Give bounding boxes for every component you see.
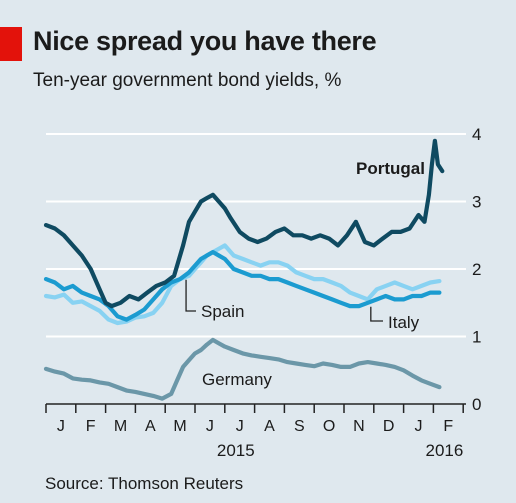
y-tick-label-0: 0	[472, 395, 481, 414]
x-year-label-2016: 2016	[425, 441, 463, 460]
y-tick-label-3: 3	[472, 193, 481, 212]
x-tick-label-4: M	[173, 418, 186, 435]
x-tick-label-3: A	[145, 418, 156, 435]
chart-subtitle: Ten-year government bond yields, %	[33, 70, 342, 91]
leader-line-italy	[370, 306, 383, 322]
series-label-spain: Spain	[201, 302, 244, 321]
x-tick-label-12: J	[415, 418, 423, 435]
leader-line-spain	[185, 279, 196, 312]
series-line-germany	[43, 337, 442, 401]
x-tick-label-8: S	[294, 418, 305, 435]
chart-source: Source: Thomson Reuters	[45, 474, 244, 493]
x-tick-label-0: J	[57, 418, 65, 435]
x-year-label-2015: 2015	[217, 441, 255, 460]
series-label-germany: Germany	[202, 370, 272, 389]
series-line-portugal	[43, 138, 445, 309]
series-line-italy	[43, 250, 442, 322]
x-tick-label-7: A	[264, 418, 275, 435]
series-line-spain	[43, 243, 442, 326]
brand-red-tag	[0, 27, 22, 61]
x-tick-label-2: M	[114, 418, 127, 435]
x-tick-label-13: F	[443, 418, 453, 435]
x-tick-label-5: J	[206, 418, 214, 435]
y-tick-label-4: 4	[472, 125, 481, 144]
x-tick-label-10: N	[353, 418, 365, 435]
x-tick-label-1: F	[86, 418, 96, 435]
x-tick-label-6: J	[236, 418, 244, 435]
x-tick-label-11: D	[383, 418, 395, 435]
series-label-italy: Italy	[388, 313, 420, 332]
y-tick-label-2: 2	[472, 260, 481, 279]
series-label-portugal: Portugal	[356, 159, 425, 178]
y-tick-label-1: 1	[472, 328, 481, 347]
chart-title: Nice spread you have there	[33, 26, 377, 56]
x-tick-label-9: O	[323, 418, 335, 435]
